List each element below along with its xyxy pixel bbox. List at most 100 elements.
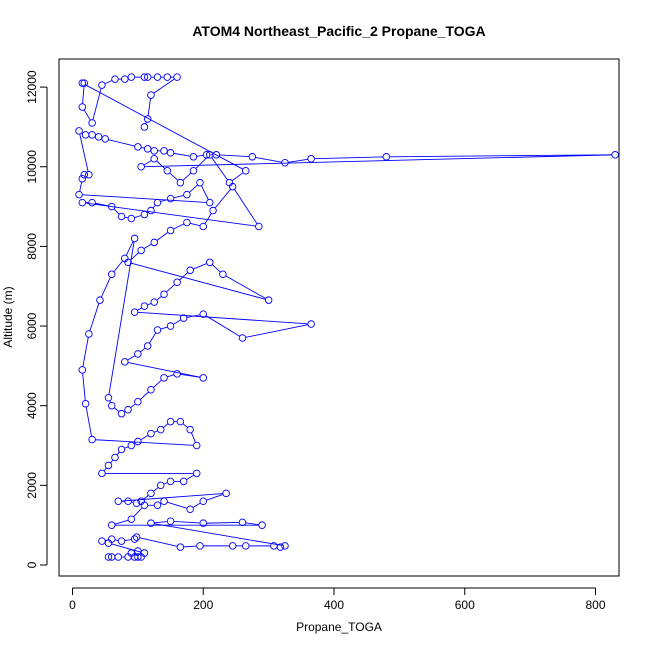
data-point (78, 103, 87, 111)
data-point (140, 549, 149, 557)
series-segment (82, 373, 86, 401)
data-point (140, 302, 149, 310)
data-point (160, 290, 168, 298)
data-point (196, 542, 204, 550)
series-segment (143, 495, 149, 500)
series-segment (195, 156, 208, 169)
data-point (88, 198, 96, 207)
series-segment (167, 374, 175, 378)
data-point (219, 270, 227, 279)
data-point (147, 206, 155, 215)
series-segment (113, 208, 120, 215)
data-point (143, 342, 152, 350)
data-point (163, 166, 172, 175)
data-point (85, 170, 93, 179)
series-segment (133, 507, 143, 518)
data-point (264, 296, 273, 304)
y-axis-label: Altitude (m) (1, 286, 15, 347)
data-point (157, 481, 165, 490)
data-point (199, 222, 207, 231)
data-point (75, 127, 83, 135)
data-point (143, 145, 152, 153)
data-point (101, 135, 109, 143)
data-point (96, 296, 104, 304)
data-point (147, 429, 155, 438)
data-point (160, 497, 168, 506)
data-point (166, 477, 175, 486)
series-segment (140, 434, 149, 441)
series-segment (156, 232, 169, 241)
data-point (134, 397, 142, 406)
series-segment (134, 215, 142, 218)
data-point (222, 489, 230, 498)
data-point (117, 409, 126, 418)
data-point (189, 166, 198, 175)
series-segment (139, 537, 178, 547)
series-segment (137, 311, 308, 325)
data-point (199, 519, 207, 527)
data-point (137, 246, 145, 255)
data-point (611, 151, 619, 159)
data-point (241, 166, 250, 175)
data-point (134, 547, 142, 555)
data-point (117, 537, 126, 545)
data-point (140, 210, 149, 219)
data-point (107, 521, 116, 529)
series-segment (114, 407, 120, 412)
series-segment (163, 482, 168, 485)
data-point (104, 553, 113, 561)
data-point (166, 517, 175, 525)
data-point (132, 533, 141, 541)
series-segment (163, 423, 169, 428)
series-segment (156, 295, 162, 301)
series-segment (111, 543, 142, 553)
data-point (238, 518, 247, 527)
data-point (166, 417, 175, 426)
data-point (202, 151, 211, 159)
data-point (107, 535, 116, 543)
series-segment (314, 156, 384, 160)
y-tick-label: 0 (25, 561, 39, 568)
data-point (137, 162, 145, 171)
y-tick-label: 2000 (25, 472, 39, 499)
data-point (134, 553, 142, 561)
series-segment (245, 522, 259, 526)
data-point (206, 151, 214, 159)
series-segment (152, 204, 156, 209)
series-segment (225, 275, 266, 299)
data-point (114, 497, 123, 506)
series-segment (167, 501, 188, 509)
data-point (258, 521, 266, 529)
data-point (276, 543, 285, 551)
data-point (124, 405, 132, 414)
series-segment (147, 302, 152, 306)
data-point (186, 266, 194, 275)
data-point (173, 73, 181, 81)
series-segment (79, 134, 89, 172)
data-point (199, 497, 207, 506)
series-segment (116, 451, 120, 456)
data-point (104, 461, 113, 470)
data-point (241, 542, 250, 550)
data-point (78, 174, 87, 183)
data-point (147, 91, 155, 99)
data-point (147, 386, 155, 394)
data-point (160, 374, 168, 382)
data-point (98, 81, 106, 89)
data-point (140, 123, 149, 131)
data-point (189, 153, 198, 161)
data-point (173, 370, 181, 378)
data-point (98, 537, 106, 545)
series-segment (201, 185, 209, 200)
series-segment (140, 391, 149, 400)
series-segment (153, 379, 162, 388)
data-point (166, 149, 175, 157)
data-point (111, 453, 119, 462)
series-segment (182, 172, 192, 181)
x-axis: 0 200 400 600 800 (69, 587, 606, 612)
series-segment (153, 487, 159, 492)
data-point (121, 358, 129, 366)
data-point (160, 147, 168, 155)
x-tick-label: 600 (455, 598, 475, 612)
data-point (307, 320, 315, 328)
